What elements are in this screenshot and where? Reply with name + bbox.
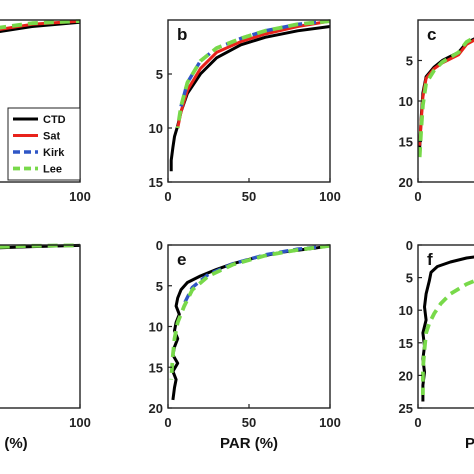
x-axis-label: PAR (%) (220, 435, 278, 452)
y-tick-label: 10 (149, 320, 163, 335)
legend-label-kirk: Kirk (43, 147, 65, 159)
x-tick-label: 100 (319, 189, 341, 204)
series-lee-line (175, 19, 331, 129)
x-tick-label: 100 (69, 415, 91, 430)
y-tick-label: 25 (399, 401, 413, 416)
x-tick-label: 50 (242, 189, 256, 204)
y-tick-label: 10 (399, 303, 413, 318)
y-tick-label: 5 (156, 67, 163, 82)
y-tick-label: 20 (399, 175, 413, 190)
y-tick-label: 0 (406, 238, 413, 253)
axes-frame (417, 244, 474, 409)
x-tick-label: 0 (164, 189, 171, 204)
series-ctd-line (171, 244, 331, 401)
y-tick-label: 0 (156, 238, 163, 253)
legend: CTD Sat Kirk Lee (7, 107, 81, 181)
y-tick-label: 5 (406, 271, 413, 286)
panel-b: 5 10 150 50 100 b (149, 19, 341, 204)
y-tick-label: 10 (149, 121, 163, 136)
series-ctd-line (169, 25, 331, 172)
x-tick-label: 100 (69, 189, 91, 204)
panel-c: 5 10 15 200 c (399, 19, 474, 204)
panel-label: f (427, 250, 433, 269)
x-tick-label: 50 (242, 415, 256, 430)
legend-label-sat: Sat (43, 131, 60, 143)
panel-label: b (177, 25, 187, 44)
series-lee-line (421, 279, 474, 395)
x-tick-label: 0 (414, 415, 421, 430)
panel-label: c (427, 25, 436, 44)
axes-frame (167, 244, 331, 409)
axes-frame (167, 19, 331, 183)
x-tick-label: 0 (414, 189, 421, 204)
y-tick-label: 10 (399, 94, 413, 109)
series-ctd-line (0, 20, 81, 34)
axes-frame (0, 19, 81, 183)
x-axis-label: P (465, 435, 474, 452)
series-lee-line (417, 35, 474, 158)
series-sat-line (0, 19, 81, 31)
y-tick-label: 20 (149, 401, 163, 416)
x-axis-label: (%) (4, 435, 27, 452)
y-tick-label: 5 (406, 54, 413, 69)
y-tick-label: 15 (399, 135, 413, 150)
y-tick-label: 15 (399, 336, 413, 351)
x-tick-label: 0 (164, 415, 171, 430)
series-ctd-line (421, 255, 474, 402)
legend-label-ctd: CTD (43, 114, 66, 126)
y-tick-label: 15 (149, 360, 163, 375)
series-kirk-line (182, 244, 331, 305)
axes-frame (0, 244, 81, 409)
series-lee-line (0, 243, 81, 249)
x-tick-label: 100 (319, 415, 341, 430)
legend-label-lee: Lee (43, 164, 62, 176)
panel-label: e (177, 250, 186, 269)
y-tick-label: 15 (149, 175, 163, 190)
y-tick-label: 5 (156, 279, 163, 294)
series-lee-line (169, 243, 331, 380)
y-tick-label: 20 (399, 368, 413, 383)
